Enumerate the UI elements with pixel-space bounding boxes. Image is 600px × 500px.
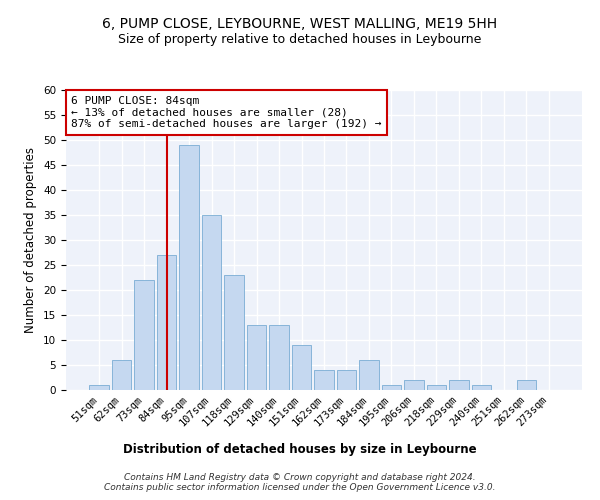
- Bar: [179, 145, 199, 390]
- Bar: [337, 370, 356, 390]
- Bar: [112, 360, 131, 390]
- Bar: [247, 325, 266, 390]
- Text: 6, PUMP CLOSE, LEYBOURNE, WEST MALLING, ME19 5HH: 6, PUMP CLOSE, LEYBOURNE, WEST MALLING, …: [103, 18, 497, 32]
- Bar: [89, 385, 109, 390]
- Text: Distribution of detached houses by size in Leybourne: Distribution of detached houses by size …: [123, 442, 477, 456]
- Text: Contains HM Land Registry data © Crown copyright and database right 2024.: Contains HM Land Registry data © Crown c…: [124, 472, 476, 482]
- Bar: [359, 360, 379, 390]
- Y-axis label: Number of detached properties: Number of detached properties: [25, 147, 37, 333]
- Text: Contains public sector information licensed under the Open Government Licence v3: Contains public sector information licen…: [104, 484, 496, 492]
- Bar: [449, 380, 469, 390]
- Bar: [202, 215, 221, 390]
- Text: Size of property relative to detached houses in Leybourne: Size of property relative to detached ho…: [118, 32, 482, 46]
- Bar: [134, 280, 154, 390]
- Text: 6 PUMP CLOSE: 84sqm
← 13% of detached houses are smaller (28)
87% of semi-detach: 6 PUMP CLOSE: 84sqm ← 13% of detached ho…: [71, 96, 382, 129]
- Bar: [382, 385, 401, 390]
- Bar: [224, 275, 244, 390]
- Bar: [404, 380, 424, 390]
- Bar: [292, 345, 311, 390]
- Bar: [427, 385, 446, 390]
- Bar: [314, 370, 334, 390]
- Bar: [157, 255, 176, 390]
- Bar: [517, 380, 536, 390]
- Bar: [269, 325, 289, 390]
- Bar: [472, 385, 491, 390]
